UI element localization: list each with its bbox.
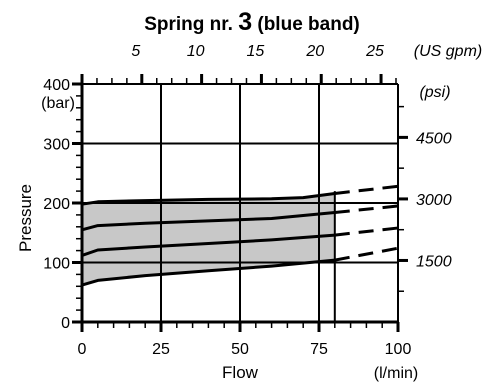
curve-2-dashed <box>334 204 399 214</box>
curve-3-solid <box>81 233 335 257</box>
top-tick-label-5: 5 <box>131 43 140 60</box>
right-tick-label-1500: 1500 <box>416 253 452 270</box>
chart-title-number: 3 <box>238 8 252 36</box>
bottom-tick-label-50: 50 <box>231 341 249 358</box>
y-axis-unit: (bar) <box>41 95 75 112</box>
curve-4-solid <box>81 258 335 287</box>
top-axis-unit: (US gpm) <box>414 43 482 60</box>
curve-1-solid <box>81 192 335 206</box>
right-tick-label-4500: 4500 <box>416 130 452 147</box>
left-tick-label-100: 100 <box>43 256 70 273</box>
top-tick-label-20: 20 <box>305 43 324 60</box>
curve-1-dashed <box>334 184 399 195</box>
tick-labels: 0 25 50 75 100 0 100 200 300 400 5 10 15 20 25 1500 3000… <box>43 43 451 358</box>
bottom-tick-label-0: 0 <box>78 341 87 358</box>
curve-3-dashed <box>334 226 399 237</box>
curve-2-solid <box>81 211 335 232</box>
top-tick-label-10: 10 <box>187 43 205 60</box>
chart-title-prefix: Spring nr. <box>144 14 233 35</box>
left-tick-label-0: 0 <box>61 315 70 332</box>
bottom-tick-label-75: 75 <box>310 341 328 358</box>
chart-title-suffix: (blue band) <box>257 14 359 35</box>
top-tick-label-25: 25 <box>365 43 384 60</box>
chart-title: Spring nr. 3 (blue band) <box>144 8 360 36</box>
y-axis-label: Pressure <box>16 184 35 252</box>
left-tick-label-300: 300 <box>43 137 70 154</box>
gridlines <box>82 84 399 322</box>
x-axis-unit: (l/min) <box>374 365 418 382</box>
left-tick-label-200: 200 <box>43 196 70 213</box>
x-axis-label: Flow <box>222 363 259 382</box>
pressure-curves <box>81 184 399 287</box>
top-tick-label-15: 15 <box>247 43 265 60</box>
curve-4-dashed <box>334 246 399 262</box>
left-tick-label-400: 400 <box>43 77 70 94</box>
bottom-tick-label-25: 25 <box>152 341 170 358</box>
bottom-tick-label-100: 100 <box>385 341 412 358</box>
right-axis-unit: (psi) <box>419 84 450 101</box>
axes <box>72 74 408 332</box>
right-tick-label-3000: 3000 <box>416 192 452 209</box>
